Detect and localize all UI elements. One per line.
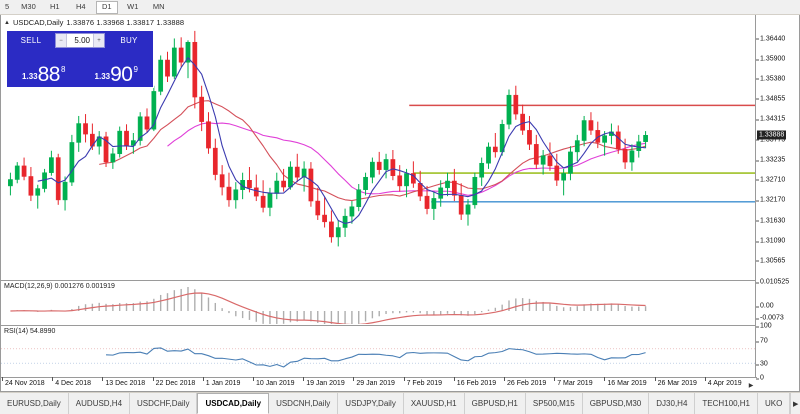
date-tick: 1 Jan 2019 bbox=[202, 377, 241, 387]
chart-tab-tech100-h1[interactable]: TECH100,H1 bbox=[695, 393, 758, 414]
timeframe-button-d1[interactable]: D1 bbox=[95, 0, 118, 14]
trade-panel-price-row: 1.33 88 8 1.33 90 9 bbox=[7, 49, 153, 87]
buy-price-prefix: 1.33 bbox=[94, 72, 111, 81]
date-tick: 7 Mar 2019 bbox=[554, 377, 593, 387]
date-tick: 7 Feb 2019 bbox=[403, 377, 443, 387]
sell-price-big: 88 bbox=[37, 63, 61, 86]
date-tick: 26 Feb 2019 bbox=[503, 377, 547, 387]
price-tick: 1.34855 bbox=[756, 95, 785, 102]
rsi-axis-tick: 0 bbox=[756, 375, 764, 382]
volume-decrement-button[interactable]: − bbox=[56, 34, 67, 47]
chart-tab-usdjpy-daily[interactable]: USDJPY,Daily bbox=[338, 393, 404, 414]
symbol-ohlc: 1.33876 1.33968 1.33817 1.33888 bbox=[66, 18, 185, 27]
timeframe-button-mn[interactable]: MN bbox=[152, 2, 165, 12]
chart-tab-dj30-h4[interactable]: DJ30,H4 bbox=[649, 393, 696, 414]
chart-tab-eurusd-daily[interactable]: EURUSD,Daily bbox=[0, 393, 69, 414]
date-tick: 24 Nov 2018 bbox=[2, 377, 45, 387]
date-tick: 16 Feb 2019 bbox=[453, 377, 497, 387]
rsi-label: RSI(14) 54.8990 bbox=[4, 328, 56, 335]
chart-tab-usdcad-daily[interactable]: USDCAD,Daily bbox=[197, 393, 270, 414]
chart-tab-uko[interactable]: UKO bbox=[757, 393, 791, 414]
timeframe-toolbar: 5 M30 H1 H4 D1 W1 MN bbox=[0, 0, 800, 15]
price-tick: 1.31630 bbox=[756, 217, 785, 224]
rsi-canvas bbox=[1, 347, 755, 368]
symbol-header: ▲ USDCAD,Daily 1.33876 1.33968 1.33817 1… bbox=[4, 18, 184, 27]
volume-value[interactable]: 5.00 bbox=[74, 36, 90, 45]
date-tick: 19 Jan 2019 bbox=[303, 377, 345, 387]
price-tick: 1.32170 bbox=[756, 197, 785, 204]
timeframe-button-m30[interactable]: M30 bbox=[21, 2, 36, 12]
current-price-tag: 1.33888 bbox=[757, 130, 787, 140]
timeframe-button-5[interactable]: 5 bbox=[5, 2, 10, 12]
macd-signal-line bbox=[10, 292, 646, 324]
sell-price-fraction: 8 bbox=[60, 65, 66, 74]
rsi-axis-tick: 30 bbox=[756, 361, 768, 368]
chart-tab-usdchf-daily[interactable]: USDCHF,Daily bbox=[130, 393, 198, 414]
buy-price-big: 90 bbox=[110, 63, 133, 86]
price-scale-axis[interactable]: 1.364401.359001.353801.348551.343151.337… bbox=[755, 15, 799, 382]
scroll-right-icon[interactable]: ▶ bbox=[748, 382, 754, 389]
price-tick: 1.33235 bbox=[756, 157, 785, 164]
macd-axis-tick: 0.010525 bbox=[756, 279, 789, 286]
rsi-axis-tick: 100 bbox=[756, 323, 772, 330]
buy-price-box[interactable]: 1.33 90 9 bbox=[81, 49, 151, 86]
rsi-line bbox=[106, 347, 646, 368]
timeframe-button-w1[interactable]: W1 bbox=[127, 2, 139, 12]
chart-tab-usdcnh-daily[interactable]: USDCNH,Daily bbox=[269, 393, 339, 414]
date-scale-axis[interactable]: ▶ 24 Nov 2018 4 Dec 2018 13 Dec 2018 22 Dec… bbox=[1, 377, 757, 391]
chart-tab-sp500-m15[interactable]: SP500,M15 bbox=[525, 393, 583, 414]
chart-frame[interactable]: MACD(12,26,9) 0.001276 0.001919 RSI(14) … bbox=[0, 15, 800, 392]
price-tick: 1.30565 bbox=[756, 257, 785, 264]
price-tick: 1.36440 bbox=[756, 35, 785, 42]
ma-fast-line bbox=[37, 57, 646, 225]
tab-scroll-right-icon[interactable]: ▶ bbox=[790, 393, 800, 414]
collapse-arrow-icon[interactable]: ▲ bbox=[4, 19, 10, 26]
timeframe-button-h4[interactable]: H4 bbox=[75, 2, 86, 12]
ma-mid-line bbox=[99, 100, 646, 202]
date-tick: 4 Dec 2018 bbox=[52, 377, 91, 387]
candlestick-canvas bbox=[8, 30, 755, 247]
chart-tab-bar[interactable]: EURUSD,Daily AUDUSD,H4 USDCHF,Daily USDCAD,… bbox=[0, 392, 800, 414]
timeframe-button-h1[interactable]: H1 bbox=[49, 2, 60, 12]
date-tick: 29 Jan 2019 bbox=[353, 377, 395, 387]
price-tick: 1.31090 bbox=[756, 238, 785, 245]
one-click-trading-panel[interactable]: SELL − 5.00 + BUY 1.33 88 8 1.33 90 9 bbox=[6, 30, 154, 88]
rsi-indicator-plot[interactable]: RSI(14) 54.8990 bbox=[1, 325, 757, 377]
macd-indicator-plot[interactable]: MACD(12,26,9) 0.001276 0.001919 bbox=[1, 280, 757, 324]
chart-tab-gbpusd-h1[interactable]: GBPUSD,H1 bbox=[464, 393, 526, 414]
buy-button[interactable]: BUY bbox=[107, 33, 151, 48]
macd-canvas bbox=[10, 287, 647, 324]
chart-tab-gbpusd-m30[interactable]: GBPUSD,M30 bbox=[582, 393, 650, 414]
date-tick: 10 Jan 2019 bbox=[253, 377, 295, 387]
sell-price-box[interactable]: 1.33 88 8 bbox=[9, 49, 79, 85]
chart-tab-audusd-h4[interactable]: AUDUSD,H4 bbox=[68, 393, 131, 414]
date-tick: 22 Dec 2018 bbox=[152, 377, 196, 387]
chart-tab-xauusd-h1[interactable]: XAUUSD,H1 bbox=[403, 393, 465, 414]
price-tick: 1.35380 bbox=[756, 75, 785, 82]
volume-increment-button[interactable]: + bbox=[93, 34, 104, 47]
volume-stepper[interactable]: − 5.00 + bbox=[55, 33, 105, 48]
macd-histogram bbox=[16, 287, 647, 324]
date-tick: 4 Apr 2019 bbox=[704, 377, 742, 387]
sell-price-prefix: 1.33 bbox=[22, 72, 38, 81]
sell-button[interactable]: SELL bbox=[9, 33, 53, 48]
rsi-axis-tick: 70 bbox=[756, 338, 768, 345]
macd-axis-tick: 0.00 bbox=[756, 303, 774, 310]
buy-price-fraction: 9 bbox=[133, 65, 138, 74]
date-tick: 13 Dec 2018 bbox=[102, 377, 146, 387]
date-tick: 16 Mar 2019 bbox=[604, 377, 647, 387]
date-tick: 26 Mar 2019 bbox=[654, 377, 697, 387]
price-tick: 1.35900 bbox=[756, 56, 785, 63]
trade-panel-top-row: SELL − 5.00 + BUY bbox=[7, 31, 153, 49]
price-tick: 1.34315 bbox=[756, 116, 785, 123]
macd-label: MACD(12,26,9) 0.001276 0.001919 bbox=[4, 283, 115, 290]
symbol-title: USDCAD,Daily bbox=[12, 18, 64, 27]
macd-axis-tick: -0.0073 bbox=[756, 315, 784, 322]
price-tick: 1.32710 bbox=[756, 176, 785, 183]
